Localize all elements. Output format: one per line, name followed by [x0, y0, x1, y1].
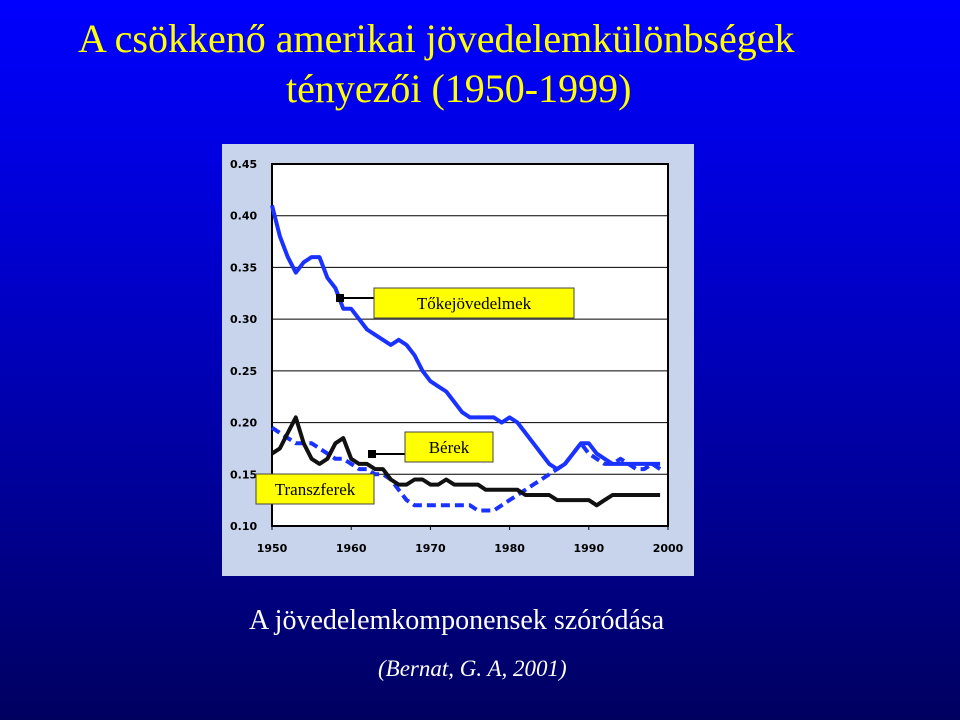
chart-panel: 0.10 0.15 0.20 0.25 0.30 0.35 0.40 0.45 1950 1960… [222, 144, 694, 576]
annotation-marker [368, 450, 376, 458]
plot-area [271, 163, 669, 527]
annotation-marker [336, 294, 344, 302]
annotation-box-1 [404, 431, 494, 463]
chart-caption: A jövedelemkomponensek szóródása [249, 605, 665, 636]
x-tick-label: 1970 [415, 542, 446, 555]
x-tick-label: 1980 [494, 542, 525, 555]
y-tick-label: 0.35 [230, 261, 257, 274]
slide-title: A csökkenő amerikai jövedelemkülönbségek… [78, 14, 938, 114]
income-dispersion-chart: 0.10 0.15 0.20 0.25 0.30 0.35 0.40 0.45 1950 1960… [230, 158, 684, 555]
x-tick-label: 1990 [573, 542, 604, 555]
title-line-1: A csökkenő amerikai jövedelemkülönbségek [78, 16, 795, 61]
series-line-2 [270, 415, 661, 508]
y-tick-label: 0.20 [230, 417, 257, 430]
annotation-box-2 [255, 473, 375, 505]
x-tick-label: 1960 [336, 542, 367, 555]
y-tick-label: 0.45 [230, 158, 257, 171]
series-line-0 [270, 204, 661, 472]
title-line-2: tényezői (1950-1999) [286, 66, 632, 111]
annotation-label-2: Transzferek [275, 480, 356, 499]
y-tick-label: 0.15 [230, 468, 257, 481]
source-citation: (Bernat, G. A, 2001) [378, 656, 567, 681]
series-line-1 [270, 426, 662, 513]
y-tick-label: 0.40 [230, 210, 257, 223]
y-tick-label: 0.10 [230, 520, 257, 533]
x-tick-label: 1950 [257, 542, 288, 555]
annotation-label-0: Tőkejövedelmek [417, 294, 532, 313]
y-tick-label: 0.25 [230, 365, 257, 378]
y-tick-label: 0.30 [230, 313, 257, 326]
x-tick-label: 2000 [653, 542, 684, 555]
annotation-label-1: Bérek [429, 438, 470, 457]
annotation-box-0 [373, 287, 575, 319]
